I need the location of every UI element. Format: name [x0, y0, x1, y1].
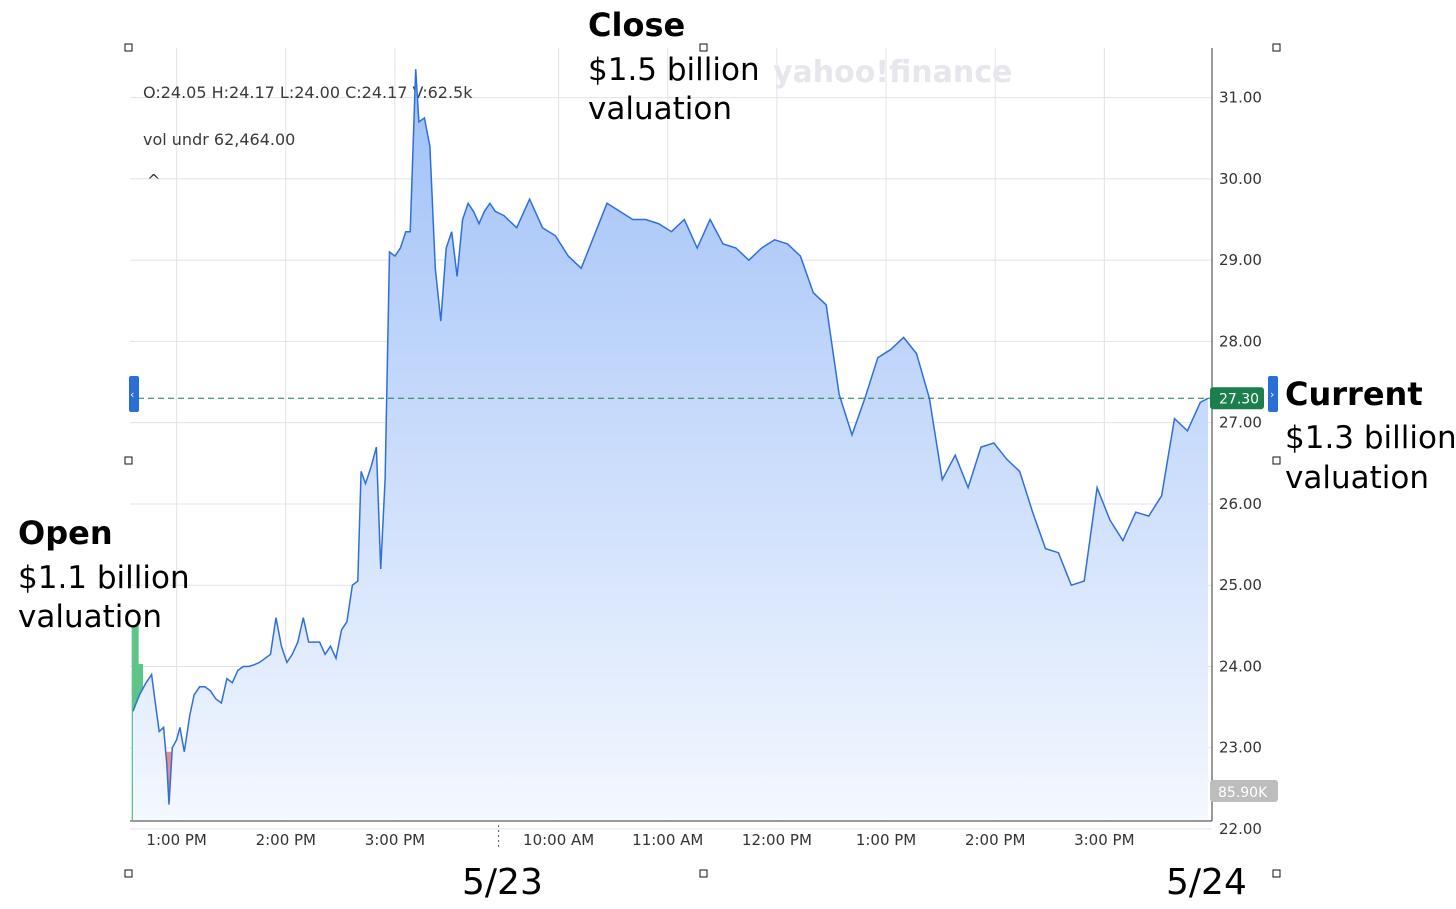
resize-handle[interactable]	[124, 456, 133, 465]
resize-handle[interactable]	[124, 869, 133, 878]
current-price-label: 27.30	[1219, 391, 1259, 407]
y-tick-label: 27.00	[1219, 414, 1262, 432]
x-tick-label: 10:00 AM	[523, 831, 594, 849]
y-tick-label: 29.00	[1219, 251, 1262, 269]
day-label-5-23: 5/23	[462, 862, 543, 903]
y-axis-ticks: 31.00 30.00 29.00 28.00 27.00 26.00 25.00 24.00…	[1219, 89, 1262, 838]
x-tick-label: 1:00 PM	[856, 831, 916, 849]
x-tick-label: 1:00 PM	[146, 831, 206, 849]
day-label-5-24: 5/24	[1166, 862, 1247, 903]
chevron-right-icon: ›	[1270, 388, 1274, 401]
y-tick-label: 23.00	[1219, 739, 1262, 757]
open-title: Open	[18, 514, 113, 552]
price-area-fill	[133, 69, 1208, 820]
resize-handle[interactable]	[124, 43, 133, 52]
close-annotation: Close $1.5 billion valuation	[588, 6, 760, 127]
y-tick-label: 30.00	[1219, 170, 1262, 188]
y-tick-label: 26.00	[1219, 495, 1262, 513]
current-annotation: Current $1.3 billion valuation	[1285, 375, 1456, 496]
ohlc-readout: O:24.05 H:24.17 L:24.00 C:24.17 V:62.5k	[143, 83, 473, 102]
y-tick-label: 24.00	[1219, 657, 1262, 675]
x-tick-label: 3:00 PM	[1074, 831, 1134, 849]
close-title: Close	[588, 6, 685, 44]
current-title: Current	[1285, 375, 1423, 413]
collapse-caret-icon[interactable]: ^	[147, 171, 160, 190]
right-range-handle[interactable]: ›	[1268, 376, 1278, 412]
resize-handle[interactable]	[1272, 456, 1281, 465]
y-tick-label: 22.00	[1219, 820, 1262, 838]
y-tick-label: 28.00	[1219, 332, 1262, 350]
y-tick-label: 31.00	[1219, 89, 1262, 107]
open-valuation: $1.1 billion	[18, 560, 190, 596]
x-tick-label: 2:00 PM	[965, 831, 1025, 849]
left-range-handle[interactable]: ‹	[129, 376, 139, 412]
current-valuation-word: valuation	[1285, 460, 1429, 496]
volume-label: 85.90K	[1218, 785, 1268, 801]
y-tick-label: 25.00	[1219, 576, 1262, 594]
resize-handle[interactable]	[1272, 43, 1281, 52]
resize-handle[interactable]	[699, 43, 708, 52]
open-valuation-word: valuation	[18, 599, 162, 635]
price-line	[132, 69, 1209, 805]
current-valuation: $1.3 billion	[1285, 420, 1456, 456]
current-price-badge: 27.30	[1210, 387, 1264, 410]
volume-badge: 85.90K	[1210, 780, 1278, 802]
x-tick-label: 3:00 PM	[365, 831, 425, 849]
resize-handle[interactable]	[1272, 869, 1281, 878]
resize-handle[interactable]	[699, 869, 708, 878]
x-tick-label: 11:00 AM	[632, 831, 703, 849]
selection-handles[interactable]	[124, 43, 1281, 878]
close-valuation-word: valuation	[588, 91, 732, 127]
volume-underlying-readout: vol undr 62,464.00	[143, 130, 295, 149]
chevron-left-icon: ‹	[130, 388, 134, 401]
close-valuation: $1.5 billion	[588, 52, 760, 88]
x-tick-label: 12:00 PM	[742, 831, 812, 849]
open-annotation: Open $1.1 billion valuation	[18, 514, 190, 635]
x-axis-ticks: 1:00 PM 2:00 PM 3:00 PM 10:00 AM 11:00 AM 12:…	[146, 825, 1135, 849]
yahoo-finance-watermark: yahoo!finance	[773, 55, 1012, 90]
x-tick-label: 2:00 PM	[256, 831, 316, 849]
